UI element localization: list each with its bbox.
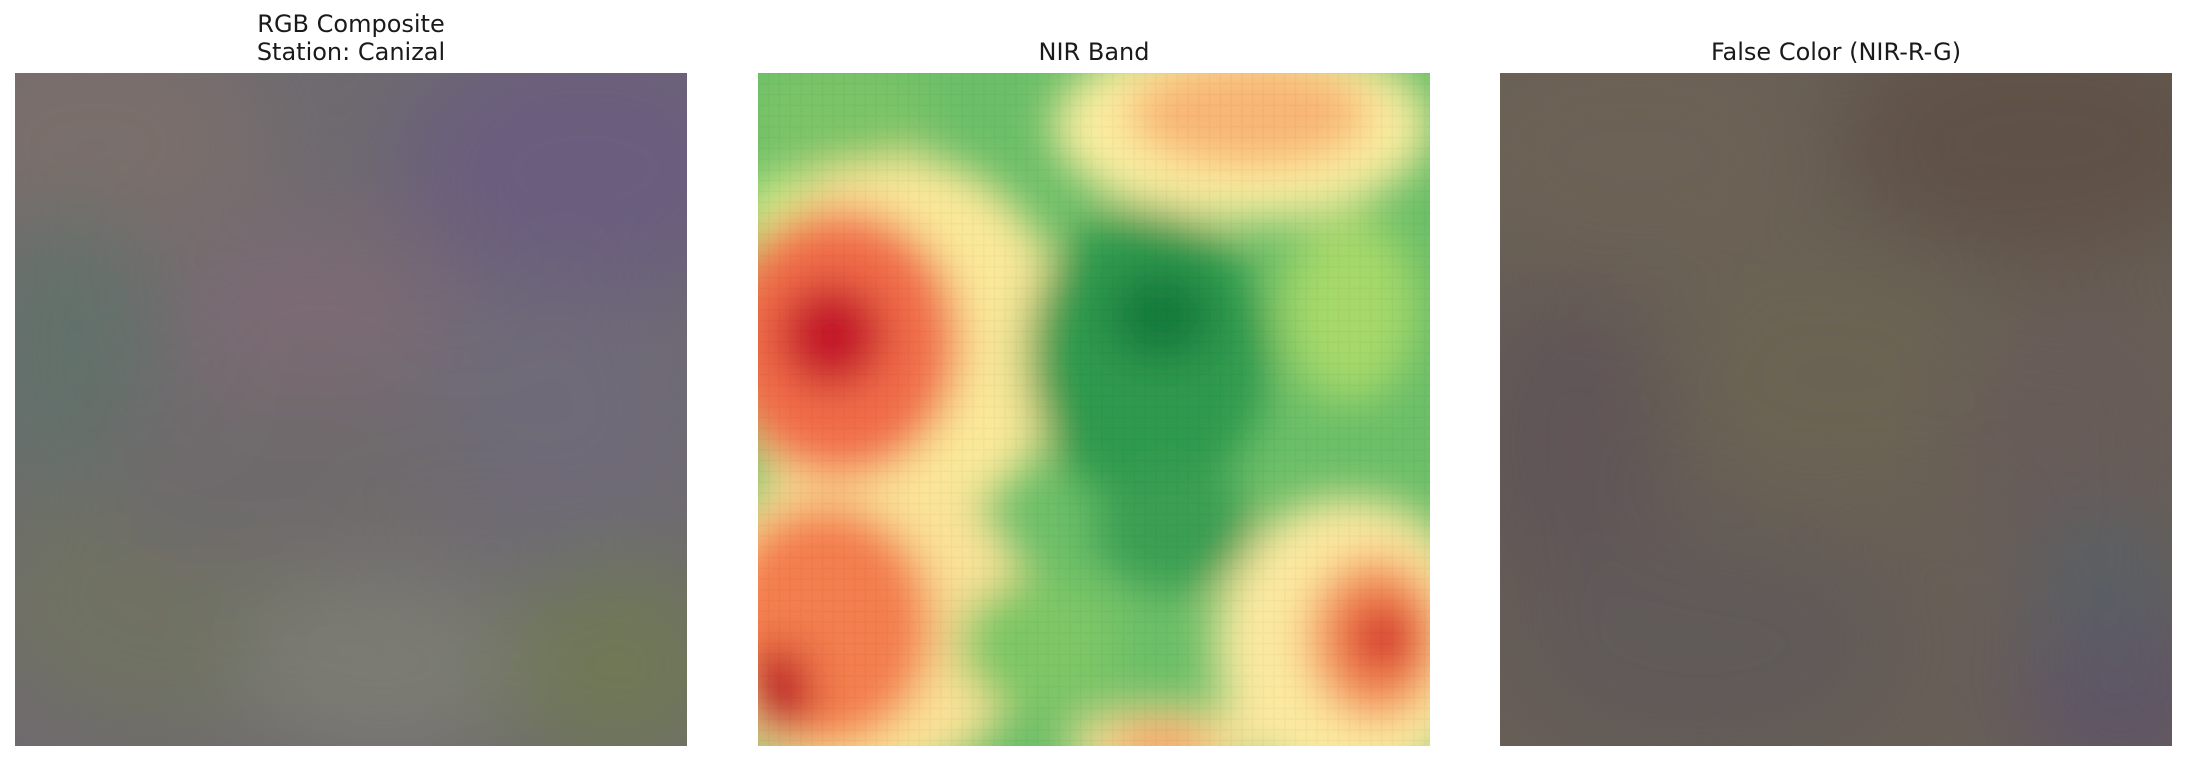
- rgb-title-station: Station: Canizal: [256, 38, 446, 66]
- false-color-title: False Color (NIR-R-G): [1710, 38, 1962, 66]
- panel-title-false-color: False Color (NIR-R-G): [1500, 38, 2172, 66]
- rgb-composite-image: [15, 73, 687, 746]
- false-color-image: [1500, 73, 2172, 746]
- nir-band-image: [758, 73, 1430, 746]
- nir-title: NIR Band: [1038, 38, 1150, 66]
- panel-title-nir: NIR Band: [758, 38, 1430, 66]
- rgb-title-line1: RGB Composite: [257, 10, 445, 38]
- panel-title-rgb: RGB Composite Station: Canizal: [15, 10, 687, 66]
